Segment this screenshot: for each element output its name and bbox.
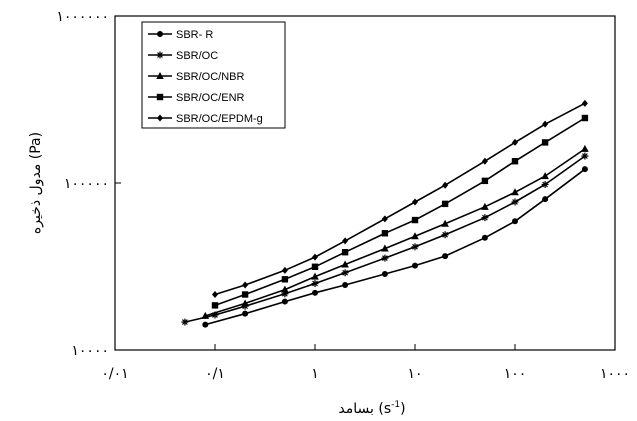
series-layer [181,99,589,328]
data-point [411,243,419,251]
data-point [341,249,349,256]
data-point [381,230,389,237]
data-point [341,269,349,277]
data-point [381,271,388,278]
x-axis-label: بسامد (s-1) [338,400,405,417]
data-point [342,282,349,289]
data-point [381,215,388,223]
x-tick-label: ۰/۰۱ [101,366,128,382]
x-tick-label: ۰/۱ [205,366,225,382]
legend-entry: SBR/OC/NBR [148,71,245,83]
data-point [511,158,519,165]
legend-label: SBR/OC/NBR [176,71,245,83]
data-point [412,198,418,206]
data-point [581,166,588,173]
data-point [312,289,318,296]
x-tick-label: ۱ [311,366,319,382]
data-point [311,280,319,288]
data-point [281,298,288,305]
legend-entry: SBR/OC [148,50,218,62]
y-axis-ticks: ۱۰۰۰۰ ۱۰۰۰۰۰ ۱۰۰۰۰۰۰ [56,9,121,359]
data-point [312,253,318,261]
data-point [542,120,549,128]
data-point [242,310,249,317]
y-tick-label: ۱۰۰۰۰۰ [64,176,109,192]
data-point [156,93,164,101]
data-point [442,181,449,189]
data-point [202,321,209,328]
series-line [205,168,586,326]
legend-entry: SBR- R [148,29,213,41]
data-point [512,138,518,146]
y-tick-label: ۱۰۰۰۰۰۰ [56,9,109,25]
x-tick-label: ۱۰۰ [504,366,527,382]
data-point [181,318,189,326]
data-point [512,218,518,225]
data-point [156,51,164,59]
legend-label: SBR/OC [176,50,218,62]
data-point [281,266,288,274]
series-sbr-oc-enr [211,114,589,309]
data-point [411,216,419,224]
data-point [201,311,210,319]
data-point [281,276,289,283]
data-point [441,200,449,208]
series-line [205,148,586,317]
legend-entry: SBR/OC/EPDM-g [148,113,263,125]
series-sbr-oc-epdm-g [212,99,588,298]
y-axis-label: مدول ذخیره (Pa) [28,132,44,234]
legend-label: SBR/OC/ENR [176,92,245,104]
data-point [156,72,164,79]
legend: SBR- R SBR/OC SBR/OC/NBR SBR/OC/ENR SBR/OC/E… [141,21,286,129]
data-point [311,272,319,280]
x-axis-ticks: ۰/۰۱ ۰/۱ ۱ ۱۰ ۱۰۰ ۱۰۰۰ [101,344,630,382]
data-point [241,299,249,307]
data-point [281,285,289,293]
data-point [541,139,549,146]
data-point [342,237,349,245]
legend-label: SBR- R [176,29,213,41]
data-point [211,302,219,309]
data-point [341,260,349,268]
legend-box [141,21,286,129]
data-point [442,253,449,260]
series-sbr-oc-nbr [201,144,589,319]
data-point [412,262,418,269]
data-point [481,177,489,185]
data-point [441,219,449,227]
data-point [511,198,519,206]
data-point [242,281,249,289]
data-point [581,99,588,107]
data-point [541,180,549,188]
series-line [214,102,586,296]
data-point [481,157,488,165]
y-tick-label: ۱۰۰۰۰ [71,343,109,359]
data-point [157,31,163,37]
data-point [511,188,519,196]
data-point [381,244,389,252]
data-point [241,291,249,298]
data-point [542,196,549,203]
series-sbr-r [202,166,588,328]
data-point [581,152,589,160]
data-point [411,232,419,240]
series-sbr-oc [181,152,589,326]
data-point [157,114,163,122]
x-tick-label: ۱۰ [407,366,422,382]
legend-entry: SBR/OC/ENR [148,92,245,104]
data-point [481,202,489,210]
data-point [581,144,589,152]
data-point [311,263,319,270]
data-point [541,172,549,180]
data-point [481,214,489,222]
data-point [581,114,589,122]
data-point [441,231,449,239]
legend-label: SBR/OC/EPDM-g [176,113,263,125]
series-line [214,117,586,307]
data-point [381,254,389,262]
data-point [212,290,218,298]
data-point [481,234,488,241]
x-tick-label: ۱۰۰۰ [600,366,630,382]
